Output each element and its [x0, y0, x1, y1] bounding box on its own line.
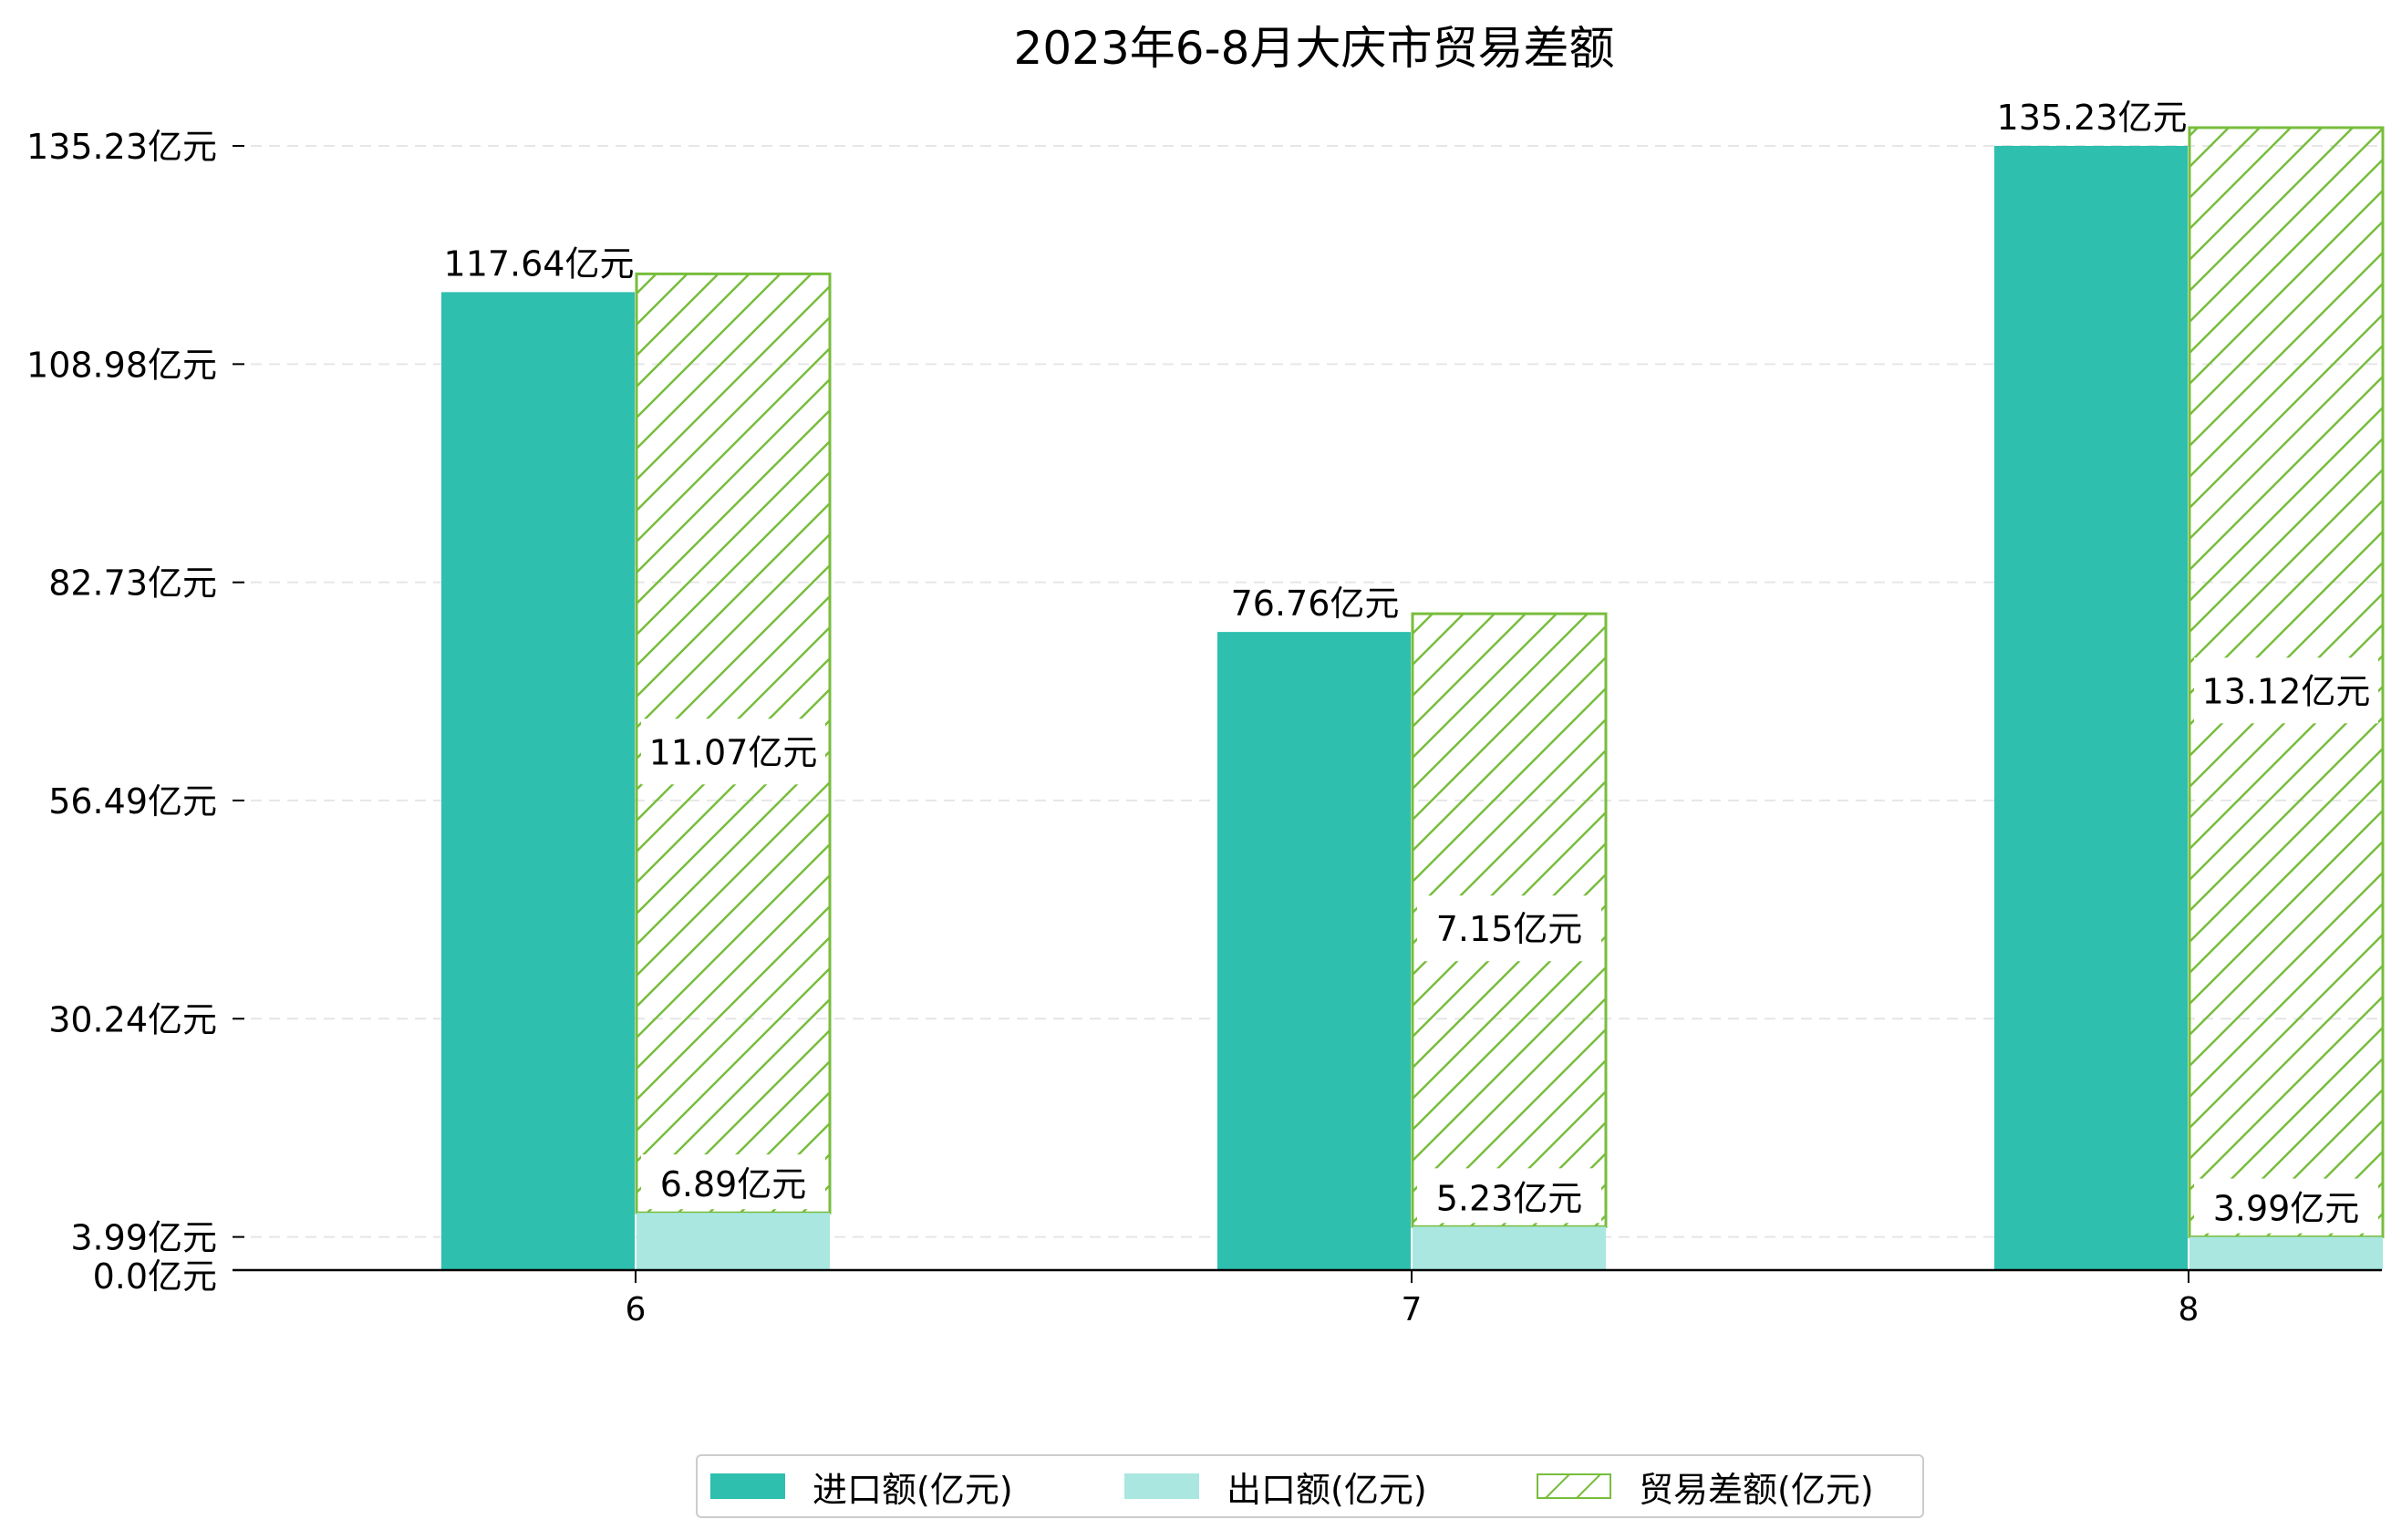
legend-swatch-balance: [1537, 1473, 1611, 1499]
bar-export: [637, 1213, 830, 1270]
data-label-balance-bg: [1417, 895, 1601, 962]
y-tick-label: 82.73亿元: [48, 563, 217, 604]
legend-item-import[interactable]: 进口额(亿元): [710, 1456, 1013, 1516]
data-label-import: 76.76亿元: [1231, 584, 1400, 624]
x-tick-label: 6: [626, 1291, 647, 1328]
bar-export: [1413, 1226, 1606, 1270]
data-label-balance: 11.07亿元: [649, 732, 818, 772]
data-label-balance: 13.12亿元: [2202, 671, 2371, 711]
legend: 进口额(亿元) 出口额(亿元) 贸易差额(亿元): [696, 1454, 1924, 1518]
bars: [441, 126, 2385, 1270]
legend-swatch-import: [710, 1473, 785, 1499]
legend-item-balance[interactable]: 贸易差额(亿元): [1537, 1456, 1874, 1516]
data-label-balance: 7.15亿元: [1436, 909, 1583, 949]
data-label-export: 5.23亿元: [1436, 1178, 1583, 1218]
y-tick-label: 108.98亿元: [26, 345, 217, 385]
y-tick-label: 30.24亿元: [48, 999, 217, 1039]
x-tick-label: 8: [2179, 1291, 2200, 1328]
x-tick-label: 7: [1402, 1291, 1423, 1328]
data-label-balance-bg: [641, 718, 825, 785]
data-label-export: 3.99亿元: [2213, 1189, 2360, 1229]
data-label-balance-bg: [2194, 657, 2378, 724]
legend-item-export[interactable]: 出口额(亿元): [1124, 1456, 1427, 1516]
data-labels: 117.64亿元 11.07亿元 6.89亿元 76.76亿元 7.15亿元 5.23亿元…: [444, 98, 2378, 1234]
axes: 0.0亿元3.99亿元30.24亿元56.49亿元82.73亿元108.98亿元…: [26, 127, 2382, 1328]
bar-import: [1217, 632, 1411, 1270]
data-label-export-bg: [2194, 1178, 2378, 1234]
data-label-import: 135.23亿元: [1997, 98, 2188, 138]
legend-label-import: 进口额(亿元): [813, 1469, 1013, 1510]
y-tick-label: 3.99亿元: [70, 1218, 217, 1258]
bar-import: [441, 292, 635, 1270]
legend-label-balance: 贸易差额(亿元): [1639, 1469, 1874, 1510]
chart-title: 2023年6-8月大庆市贸易差额: [1014, 22, 1615, 75]
data-label-export-bg: [641, 1154, 825, 1210]
data-label-export-bg: [1417, 1168, 1601, 1224]
legend-swatch-export: [1124, 1473, 1199, 1499]
bar-import: [1994, 146, 2188, 1270]
y-tick-label: 56.49亿元: [48, 781, 217, 822]
y-tick-label: 0.0亿元: [93, 1256, 217, 1297]
bar-export: [2189, 1236, 2383, 1270]
y-tick-label: 135.23亿元: [26, 127, 217, 167]
data-label-export: 6.89亿元: [660, 1164, 807, 1204]
legend-label-export: 出口额(亿元): [1227, 1469, 1427, 1510]
data-label-import: 117.64亿元: [444, 243, 635, 284]
